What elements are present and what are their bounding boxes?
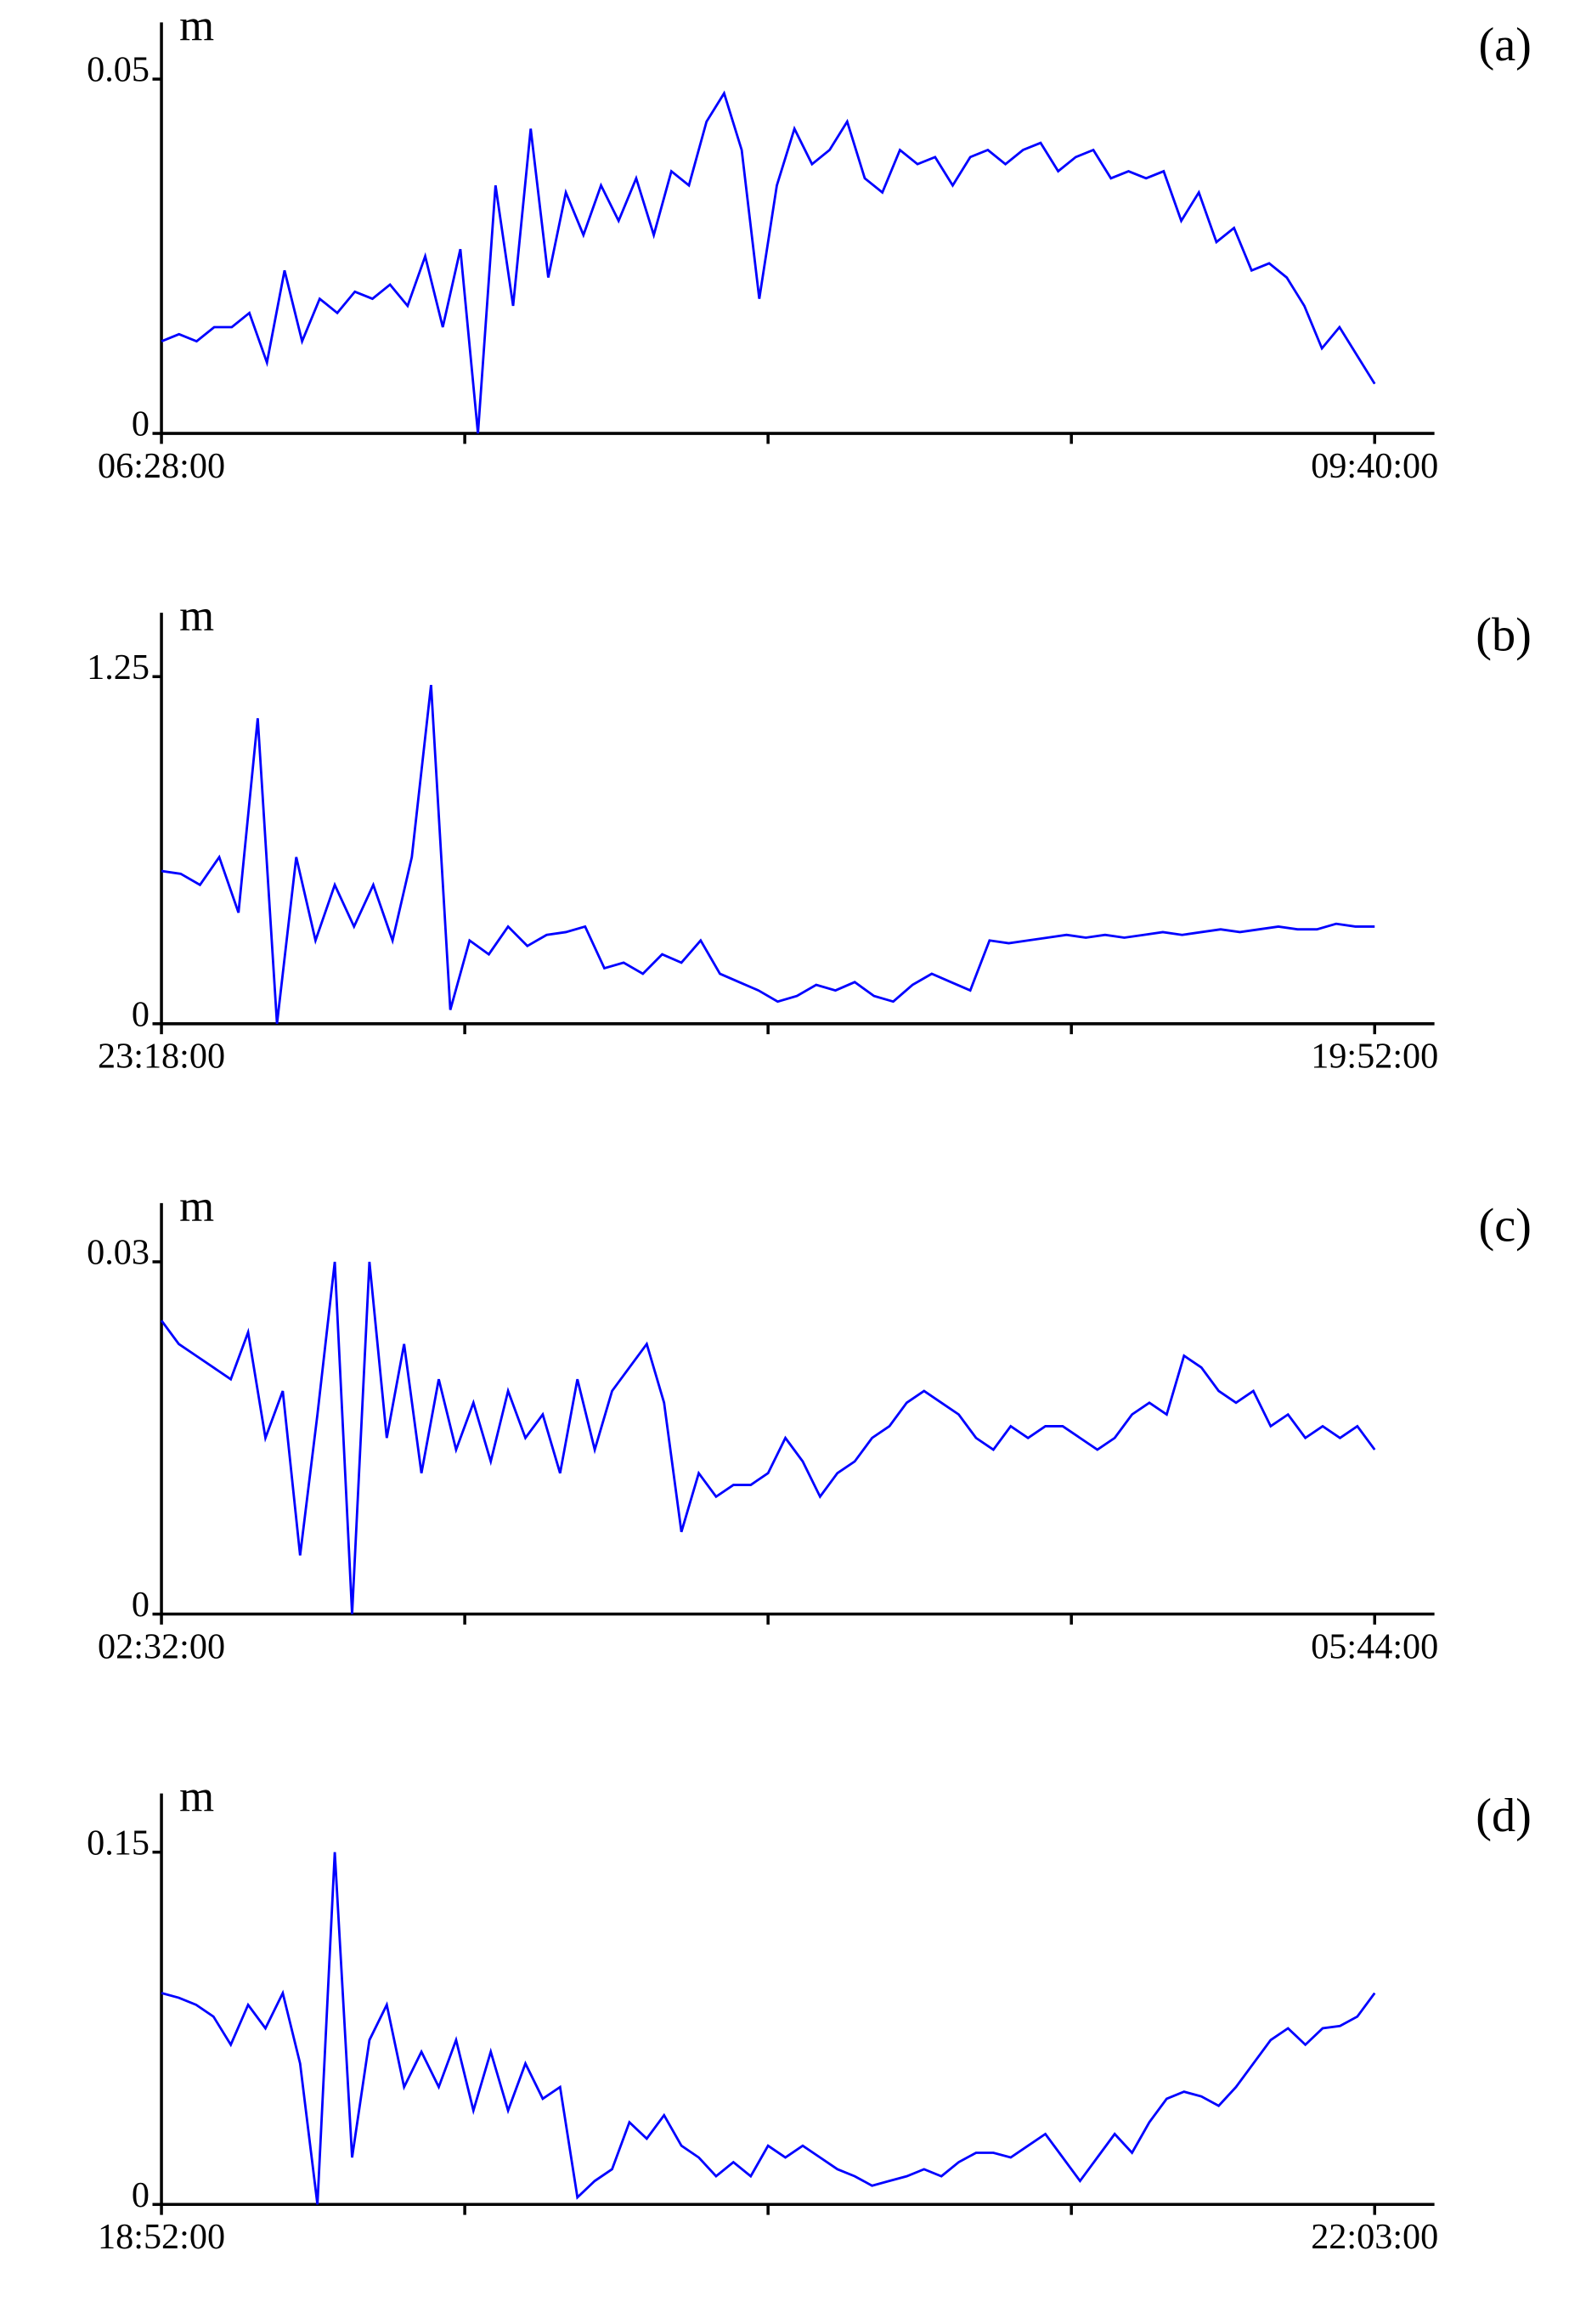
- x-tick-label: 22:03:00: [1311, 2217, 1438, 2257]
- x-tick-label: 05:44:00: [1311, 1626, 1438, 1666]
- y-tick-label: 0: [132, 2175, 150, 2215]
- y-tick-label: 1.25: [87, 647, 150, 687]
- data-line: [161, 1852, 1376, 2205]
- y-tick-label: 0: [132, 994, 150, 1034]
- data-line: [161, 684, 1375, 1024]
- x-tick-label: 06:28:00: [98, 446, 225, 486]
- panel-label: (d): [1476, 1790, 1532, 1842]
- x-tick-label: 19:52:00: [1311, 1037, 1438, 1077]
- y-tick-label: 0.15: [87, 1823, 150, 1863]
- unit-label: m: [179, 1773, 214, 1822]
- y-tick-label: 0.05: [87, 50, 150, 90]
- unit-label: m: [179, 1182, 214, 1231]
- unit-label: m: [179, 1, 214, 50]
- panel-label: (a): [1478, 19, 1531, 71]
- x-tick-label: 18:52:00: [98, 2217, 225, 2257]
- data-line: [161, 90, 1376, 434]
- unit-label: m: [179, 591, 214, 641]
- y-tick-label: 0.03: [87, 1233, 150, 1273]
- y-tick-label: 0: [132, 1585, 150, 1625]
- panel-label: (b): [1476, 609, 1532, 662]
- x-tick-label: 09:40:00: [1311, 446, 1438, 486]
- x-tick-label: 02:32:00: [98, 1626, 225, 1666]
- y-tick-label: 0: [132, 404, 150, 444]
- x-tick-label: 23:18:00: [98, 1037, 225, 1077]
- data-line: [160, 1261, 1376, 1614]
- panel-label: (c): [1478, 1199, 1531, 1252]
